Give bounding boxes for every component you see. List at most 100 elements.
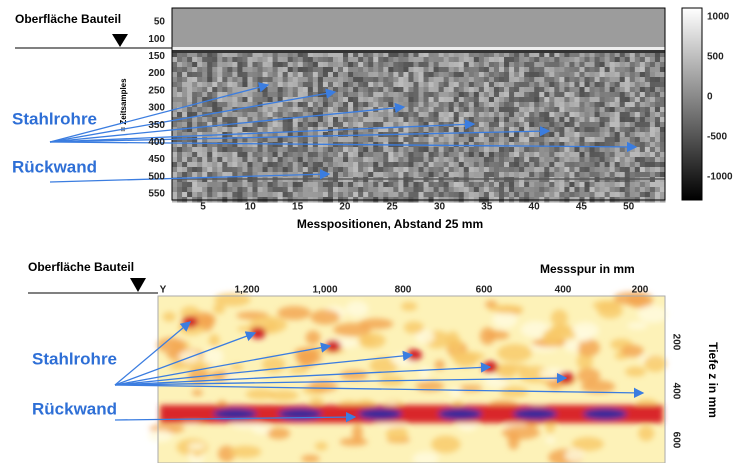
radar-cell (232, 87, 238, 93)
radar-cell (268, 142, 274, 148)
radar-cell (212, 127, 218, 133)
radar-cell (549, 192, 555, 198)
radar-cell (273, 62, 279, 68)
radar-cell (620, 162, 626, 168)
radar-cell (268, 167, 274, 173)
radar-cell (645, 92, 651, 98)
radar-cell (549, 82, 555, 88)
radar-cell (464, 67, 470, 73)
radar-cell (539, 72, 545, 78)
radar-cell (509, 172, 515, 178)
radar-cell (499, 82, 505, 88)
heat-blob (489, 305, 524, 313)
radar-cell (313, 127, 319, 133)
radar-cell (424, 62, 430, 68)
radar-cell (574, 67, 580, 73)
radar-cell (514, 82, 520, 88)
radar-cell (263, 182, 269, 188)
radar-cell (569, 157, 575, 163)
radar-cell (489, 192, 495, 198)
radar-cell (434, 97, 440, 103)
radar-cell (484, 97, 490, 103)
radar-cell (343, 132, 349, 138)
radar-cell (574, 82, 580, 88)
radar-cell (559, 192, 565, 198)
radar-cell (242, 132, 248, 138)
radar-cell (585, 172, 591, 178)
radar-cell (549, 137, 555, 143)
radar-cell (268, 97, 274, 103)
radar-cell (419, 152, 425, 158)
radar-cell (429, 187, 435, 193)
radar-cell (514, 172, 520, 178)
x-tick-label: 50 (623, 202, 635, 213)
radar-cell (449, 167, 455, 173)
radar-cell (263, 162, 269, 168)
radar-cell (424, 117, 430, 123)
radar-cell (569, 152, 575, 158)
radar-cell (408, 87, 414, 93)
radar-cell (398, 77, 404, 83)
radar-cell (242, 57, 248, 63)
radar-cell (373, 172, 379, 178)
radar-cell (343, 107, 349, 113)
radar-cell (378, 172, 384, 178)
radar-cell (499, 57, 505, 63)
radar-cell (499, 142, 505, 148)
radar-cell (429, 162, 435, 168)
radar-cell (328, 147, 334, 153)
radar-cell (544, 82, 550, 88)
radar-cell (328, 172, 334, 178)
radar-cell (514, 132, 520, 138)
radar-cell (494, 167, 500, 173)
radar-cell (343, 192, 349, 198)
radar-cell (444, 92, 450, 98)
radar-cell (469, 167, 475, 173)
radar-cell (343, 137, 349, 143)
colorbar-tick-label: 1000 (707, 12, 730, 23)
radar-cell (574, 117, 580, 123)
radar-cell (343, 162, 349, 168)
radar-cell (293, 77, 299, 83)
radar-cell (333, 77, 339, 83)
radar-cell (202, 182, 208, 188)
radar-cell (278, 182, 284, 188)
radar-cell (338, 157, 344, 163)
radar-cell (630, 87, 636, 93)
radar-cell (252, 77, 258, 83)
radar-cell (252, 182, 258, 188)
radar-cell (408, 167, 414, 173)
radar-cell (534, 82, 540, 88)
radar-cell (419, 112, 425, 118)
x-tick-label: 30 (434, 202, 446, 213)
radar-cell (383, 62, 389, 68)
radar-cell (549, 92, 555, 98)
radar-cell (635, 137, 641, 143)
radar-cell (459, 162, 465, 168)
radar-cell (534, 187, 540, 193)
radar-cell (489, 152, 495, 158)
radar-cell (534, 172, 540, 178)
radar-cell (222, 77, 228, 83)
radar-cell (308, 67, 314, 73)
radar-cell (408, 97, 414, 103)
radar-cell (645, 57, 651, 63)
radar-cell (574, 97, 580, 103)
radar-cell (544, 97, 550, 103)
y-tick-label: 450 (148, 154, 165, 165)
radar-cell (474, 157, 480, 163)
radar-cell (605, 72, 611, 78)
radar-cell (610, 87, 616, 93)
radar-cell (202, 152, 208, 158)
radar-cell (474, 87, 480, 93)
radar-cell (222, 152, 228, 158)
radar-cell (479, 172, 485, 178)
radar-cell (328, 122, 334, 128)
radar-cell (449, 192, 455, 198)
radar-cell (212, 157, 218, 163)
radar-cell (645, 187, 651, 193)
radar-cell (192, 77, 198, 83)
colorbar (682, 8, 702, 200)
radar-cell (585, 92, 591, 98)
radar-cell (247, 82, 253, 88)
